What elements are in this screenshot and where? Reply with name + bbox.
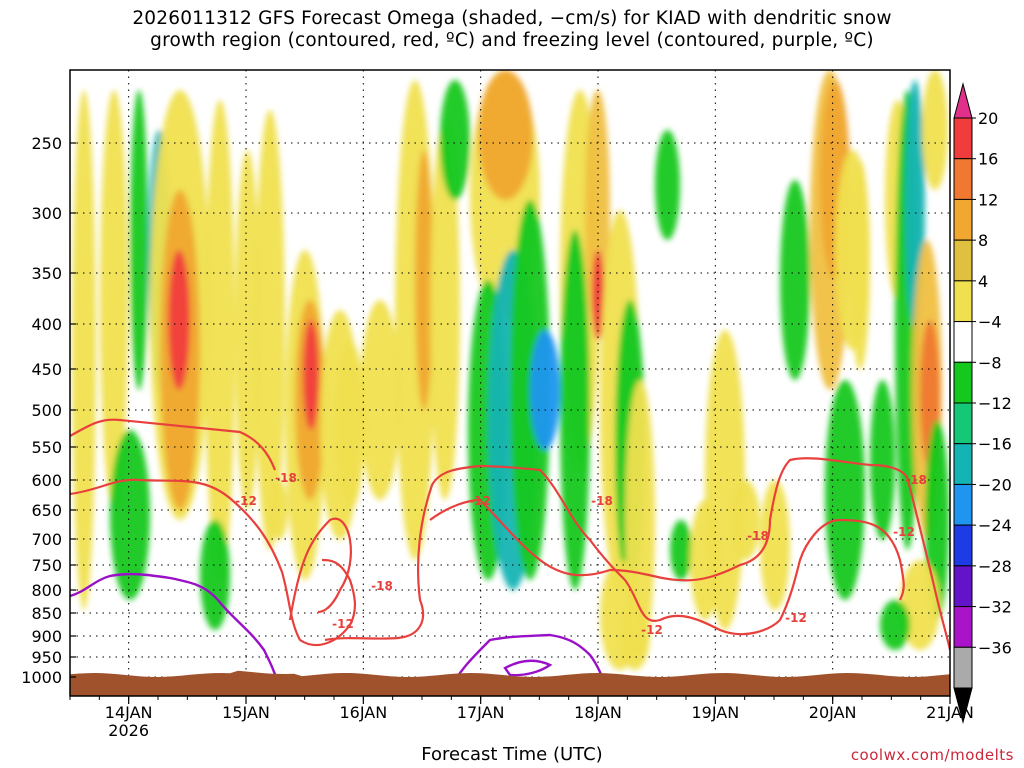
colorbar-swatch bbox=[953, 524, 973, 567]
y-tick-label: 350 bbox=[31, 264, 62, 283]
colorbar-swatch bbox=[953, 565, 973, 608]
colorbar-label: −4 bbox=[978, 313, 1002, 332]
contour-label: -12 bbox=[785, 611, 807, 625]
y-axis: 250 300 350 400 450 500 550 600 650 700 750 800 850 9… bbox=[21, 134, 76, 687]
colorbar-label: −32 bbox=[978, 598, 1012, 617]
y-tick-label: 300 bbox=[31, 204, 62, 223]
chart-title: 2026011312 GFS Forecast Omega (shaded, −… bbox=[0, 8, 1024, 52]
colorbar-label: 16 bbox=[978, 150, 998, 169]
contour-label: -18 bbox=[371, 579, 393, 593]
x-axis-label: Forecast Time (UTC) bbox=[421, 744, 603, 765]
y-tick-label: 250 bbox=[31, 134, 62, 153]
y-tick-label: 850 bbox=[31, 604, 62, 623]
colorbar-label: −24 bbox=[978, 516, 1012, 535]
colorbar-swatch bbox=[953, 483, 973, 526]
colorbar-label: 12 bbox=[978, 190, 998, 209]
colorbar-label: −28 bbox=[978, 557, 1012, 576]
y-tick-label: 700 bbox=[31, 530, 62, 549]
x-tick-label: 16JAN bbox=[339, 703, 387, 722]
colorbar-swatch bbox=[953, 606, 973, 648]
contour-label: -18 bbox=[275, 471, 297, 485]
colorbar-top-arrow bbox=[953, 82, 973, 119]
chart-title-line2: growth region (contoured, red, ºC) and f… bbox=[150, 30, 874, 51]
contour-label: -12 bbox=[641, 623, 663, 637]
colorbar-swatch bbox=[953, 198, 973, 241]
colorbar-swatch bbox=[953, 361, 973, 404]
y-tick-label: 450 bbox=[31, 360, 62, 379]
colorbar-swatch bbox=[953, 117, 973, 160]
colorbar-label: 4 bbox=[978, 272, 988, 291]
chart-title-line1: 2026011312 GFS Forecast Omega (shaded, −… bbox=[132, 8, 892, 29]
plot-area bbox=[70, 70, 950, 696]
colorbar-legend: 20 16 12 8 4 −4 −8 −12 −16 −20 −24 −28 −32 −36 bbox=[953, 82, 1012, 724]
colorbar-label: −16 bbox=[978, 435, 1012, 454]
colorbar-bottom-arrow bbox=[953, 687, 973, 724]
colorbar-swatch bbox=[953, 321, 973, 363]
colorbar-swatch bbox=[953, 646, 973, 689]
colorbar-swatch bbox=[953, 158, 973, 200]
y-tick-label: 400 bbox=[31, 315, 62, 334]
colorbar-label: −8 bbox=[978, 353, 1002, 372]
colorbar-swatch bbox=[953, 402, 973, 445]
x-tick-label: 14JAN bbox=[105, 703, 153, 722]
x-tick-label: 20JAN bbox=[809, 703, 857, 722]
y-tick-label: 600 bbox=[31, 471, 62, 490]
x-tick-sublabel: 2026 bbox=[108, 721, 149, 740]
colorbar-label: 20 bbox=[978, 109, 998, 128]
y-tick-label: 950 bbox=[31, 648, 62, 667]
x-tick-label: 17JAN bbox=[457, 703, 505, 722]
contour-label: -18 bbox=[591, 494, 613, 508]
colorbar-swatch bbox=[953, 239, 973, 282]
colorbar-label: −20 bbox=[978, 475, 1012, 494]
y-tick-label: 550 bbox=[31, 438, 62, 457]
colorbar-label: −12 bbox=[978, 394, 1012, 413]
colorbar-swatch bbox=[953, 443, 973, 485]
x-tick-label: 15JAN bbox=[222, 703, 270, 722]
y-tick-label: 1000 bbox=[21, 668, 62, 687]
x-tick-label: 19JAN bbox=[691, 703, 739, 722]
contour-label: -12 bbox=[332, 617, 354, 631]
contour-label: -18 bbox=[905, 473, 927, 487]
colorbar-label: 8 bbox=[978, 231, 988, 250]
y-tick-label: 900 bbox=[31, 627, 62, 646]
y-tick-label: 750 bbox=[31, 556, 62, 575]
contour-label: -12 bbox=[235, 494, 257, 508]
contour-label: -18 bbox=[747, 529, 769, 543]
contour-label: -12 bbox=[893, 525, 915, 539]
y-tick-label: 500 bbox=[31, 401, 62, 420]
surface-terrain bbox=[70, 670, 950, 696]
y-tick-label: 800 bbox=[31, 581, 62, 600]
y-tick-label: 650 bbox=[31, 501, 62, 520]
colorbar-swatch bbox=[953, 280, 973, 323]
colorbar-label: −36 bbox=[978, 638, 1012, 657]
credit-text: coolwx.com/modelts bbox=[850, 746, 1014, 764]
contour-label: -12 bbox=[469, 494, 491, 508]
x-tick-label: 18JAN bbox=[574, 703, 622, 722]
